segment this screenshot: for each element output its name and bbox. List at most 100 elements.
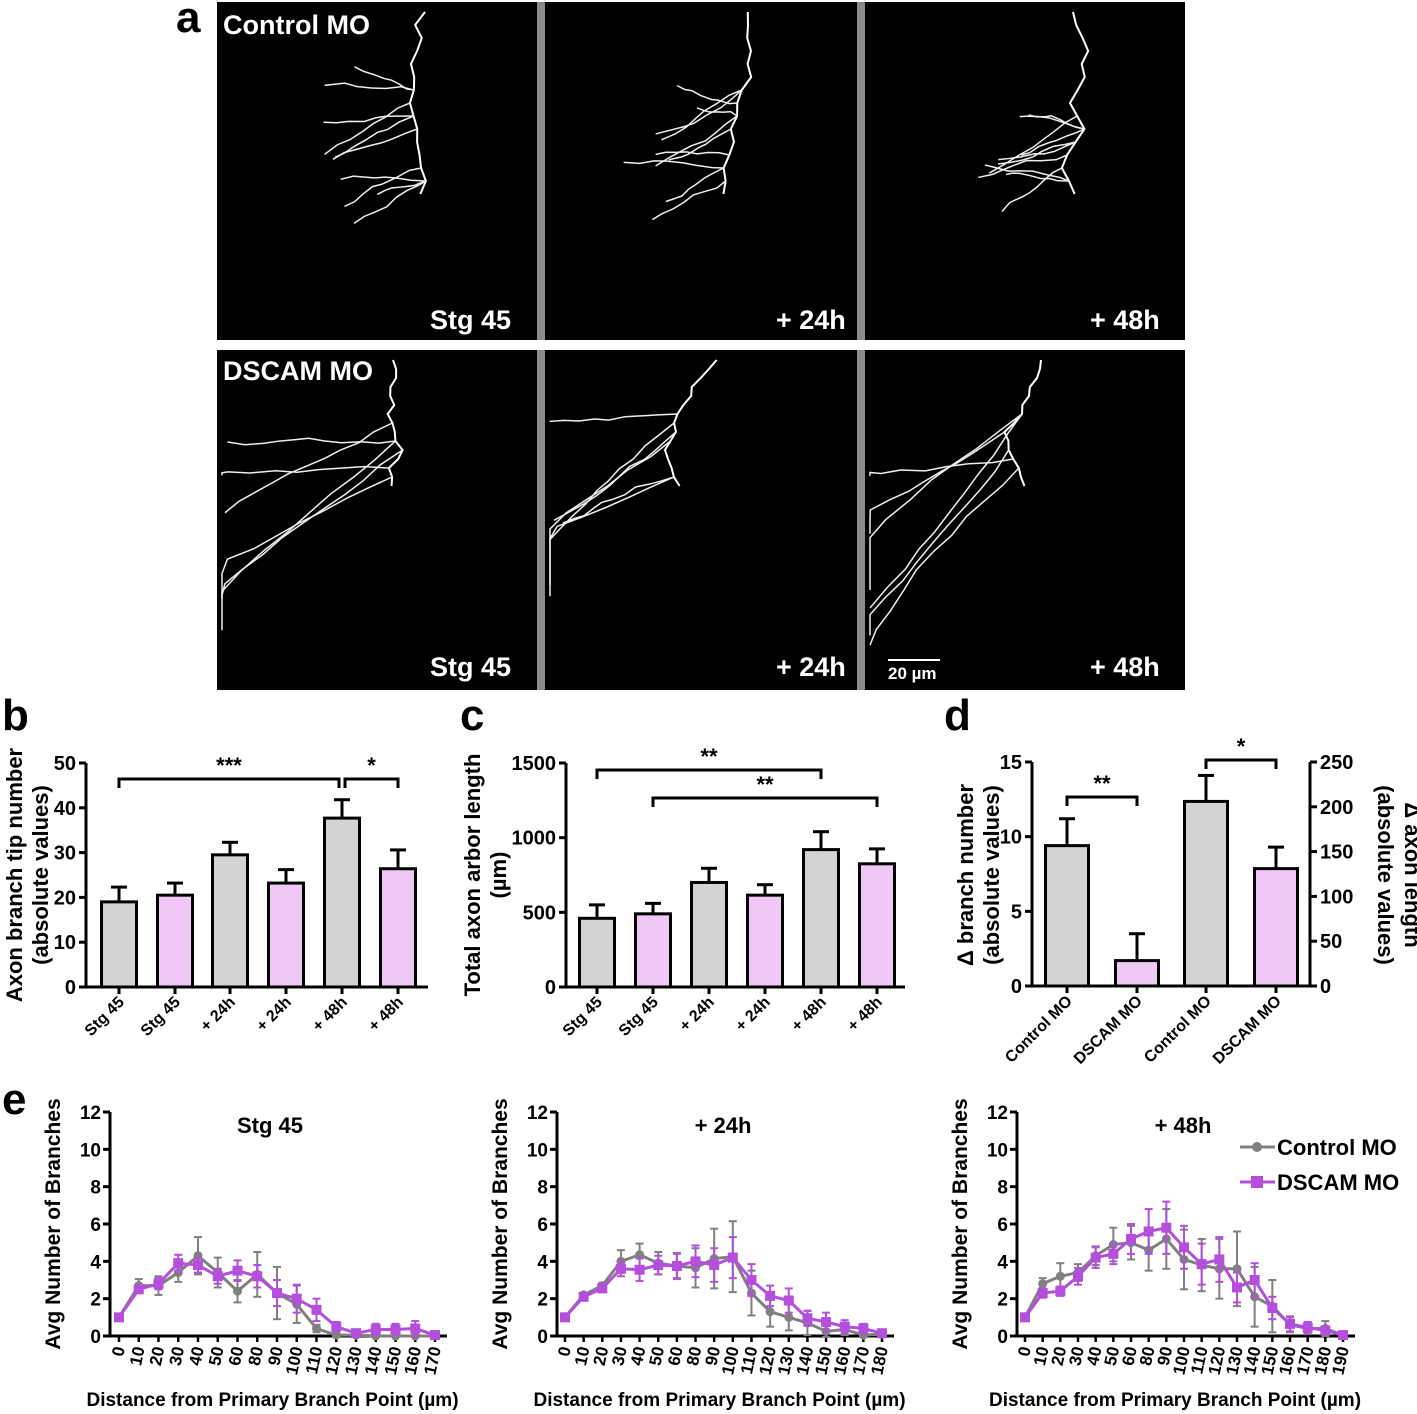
data-point-dscam (783, 1295, 794, 1306)
bar-dscam (379, 867, 417, 989)
y-tick-label: 4 (90, 1252, 101, 1273)
chart-title: Stg 45 (237, 1113, 303, 1138)
time-label-stg45: Stg 45 (430, 305, 512, 335)
data-point-dscam (193, 1260, 203, 1271)
data-point-control (635, 1250, 645, 1260)
x-tick-label: 20 (590, 1345, 613, 1367)
y-tick-label: 10 (1000, 827, 1022, 849)
bar-dscam (634, 912, 672, 989)
axon-branch-trace (696, 107, 738, 117)
chart-delta-branch-axon: 051015050100150200250Δ axon length(absol… (953, 734, 1417, 1068)
bar-control (578, 916, 616, 989)
significance-label: ** (1093, 771, 1111, 796)
axon-arbor-traces (221, 11, 1090, 646)
data-point-dscam (597, 1283, 608, 1294)
data-point-control (765, 1307, 775, 1317)
x-tick-label: 40 (1083, 1345, 1106, 1367)
y-tick-label: 1500 (512, 753, 557, 775)
data-point-dscam (291, 1293, 302, 1304)
axon-branch-trace (549, 440, 671, 597)
axon-branch-trace (869, 467, 1020, 646)
data-point-dscam (821, 1317, 832, 1327)
data-point-dscam (839, 1321, 850, 1332)
y-tick-label: 15 (1000, 752, 1022, 774)
x-tick-label: 0 (554, 1345, 575, 1358)
micrograph-dscam-24h (545, 350, 857, 690)
data-point-control (1038, 1279, 1048, 1289)
x-tick-label: 80 (683, 1345, 706, 1367)
axon-branch-trace (676, 84, 738, 105)
data-point-dscam (114, 1312, 124, 1323)
x-tick-label: 30 (608, 1345, 631, 1367)
axon-branch-trace (221, 440, 396, 631)
y-tick-label: 0 (537, 1327, 548, 1348)
x-tick-label: 30 (166, 1345, 189, 1367)
axon-trace (663, 359, 718, 487)
data-point-dscam (1249, 1275, 1260, 1285)
y-tick-label: 40 (54, 798, 76, 820)
axon-branch-trace (978, 154, 1068, 179)
time-label-24h: + 24h (776, 305, 846, 335)
x-tick-label: Control MO (1141, 993, 1215, 1067)
y-tick-label: 10 (527, 1140, 548, 1161)
time-label-stg45: Stg 45 (430, 652, 512, 682)
y-tick-label: 10 (80, 1140, 101, 1161)
y-tick-label: 10 (987, 1140, 1008, 1161)
chart-axon-arbor-length: 0 500 1000 1500 Total axon arbor length (µm) S… (460, 744, 905, 1040)
x-tick-label: 30 (1065, 1345, 1088, 1367)
axon-branch-trace (661, 89, 743, 141)
panel-label-e: e (2, 1075, 27, 1124)
axon-branch-trace (354, 66, 415, 91)
y-tick-label: 5 (1011, 901, 1022, 923)
data-point-control (233, 1286, 242, 1296)
axon-branch-trace (221, 449, 404, 596)
data-point-dscam (311, 1304, 322, 1315)
x-tick-label: 10 (571, 1345, 594, 1367)
chart-sholl-48h: 0246810120102030405060809010011012013014… (949, 1098, 1399, 1411)
data-point-dscam (746, 1275, 757, 1285)
axon-branch-trace (323, 115, 414, 124)
x-tick-label: 10 (1030, 1345, 1053, 1367)
y-tick-label: 12 (987, 1103, 1008, 1124)
y-tick-label: 8 (537, 1178, 548, 1199)
data-point-dscam (1020, 1312, 1030, 1323)
y-tick-label: 6 (997, 1215, 1008, 1236)
y-tick-label: 0 (545, 977, 556, 999)
y-axis-title: Avg Number of Branches (42, 1098, 65, 1349)
chart-title: + 24h (695, 1113, 752, 1138)
image-separator (537, 350, 545, 690)
data-point-dscam (709, 1260, 720, 1271)
data-point-dscam (1073, 1271, 1083, 1282)
data-point-dscam (1302, 1322, 1313, 1333)
scale-bar (888, 659, 940, 661)
image-separator (537, 2, 545, 340)
y-tick-label-right: 100 (1320, 886, 1353, 908)
time-label-24h: + 24h (776, 652, 846, 682)
axon-branch-trace (353, 180, 427, 224)
axon-branch-trace (998, 141, 1076, 161)
y-tick-label: 8 (90, 1178, 101, 1199)
x-tick-label: 60 (1118, 1345, 1141, 1367)
y-tick-label: 8 (997, 1178, 1008, 1199)
y-tick-label: 4 (537, 1252, 548, 1273)
y-tick-label: 50 (54, 753, 76, 775)
axon-branch-trace (655, 115, 738, 167)
data-point-dscam (351, 1328, 361, 1339)
data-point-dscam (1285, 1318, 1295, 1329)
x-tick-label: Stg 45 (82, 994, 128, 1040)
x-tick-label: Stg 45 (560, 994, 606, 1040)
x-tick-label: 50 (205, 1345, 228, 1367)
axon-branch-trace (324, 82, 415, 91)
axon-branch-trace (668, 128, 732, 161)
time-label-48h: + 48h (1090, 652, 1160, 682)
bar-control (802, 848, 840, 989)
significance-bracket (117, 777, 341, 788)
x-tick-label: + 48h (310, 994, 351, 1035)
axon-branch-trace (324, 102, 411, 156)
y-axis-title-right: (absolute values) (1373, 785, 1398, 965)
x-tick-label: 10 (126, 1345, 149, 1367)
micrograph-control-24h (545, 2, 857, 340)
axon-branch-trace (1019, 115, 1085, 130)
data-point-dscam (1179, 1242, 1189, 1253)
